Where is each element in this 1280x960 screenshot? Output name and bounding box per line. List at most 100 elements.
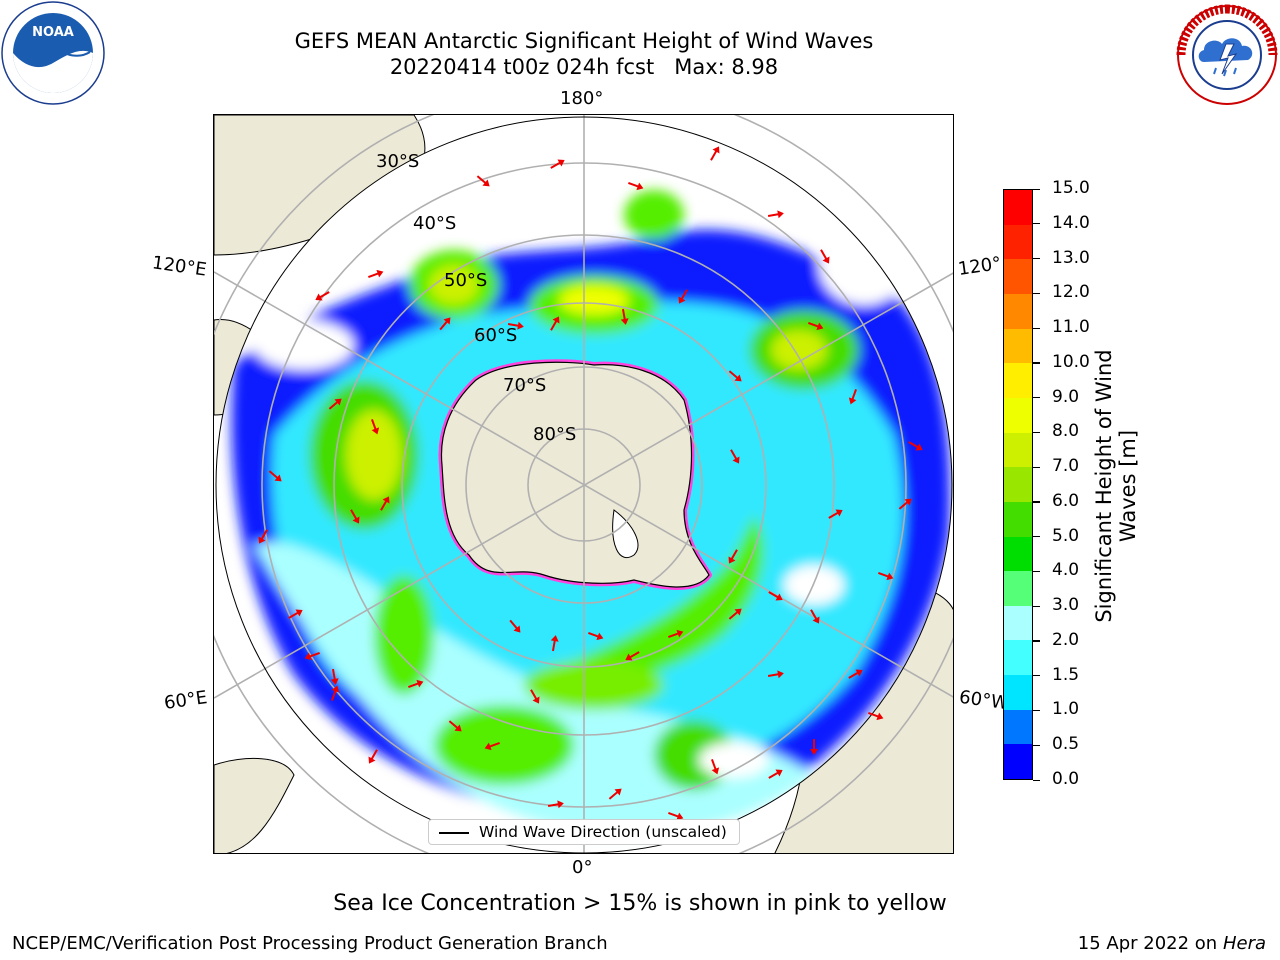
wave-direction-arrow [330, 668, 339, 685]
wave-direction-arrow [547, 800, 564, 809]
wave-direction-arrow [808, 322, 824, 331]
wave-direction-arrow [368, 749, 378, 764]
wave-direction-arrow [550, 316, 560, 331]
wave-direction-arrow [328, 398, 342, 410]
graticule [214, 115, 953, 853]
legend-line-sample [439, 832, 469, 834]
wave-direction-arrow [848, 389, 857, 405]
wave-direction-arrow [820, 249, 830, 264]
colorbar-tick-label: 12.0 [1052, 282, 1090, 303]
footer-date-text: 15 Apr 2022 on [1077, 933, 1223, 954]
wave-direction-arrow [476, 175, 490, 187]
legend-text: Wind Wave Direction (unscaled) [479, 823, 727, 841]
colorbar-tick-mark [1033, 292, 1040, 294]
antarctica [438, 359, 712, 590]
wave-direction-arrow [507, 321, 524, 330]
colorbar-tick-mark [1033, 258, 1040, 260]
colorbar-tick-label: 15.0 [1052, 178, 1090, 198]
colorbar-tick-mark [1033, 327, 1040, 329]
colorbar-tick-label: 6.0 [1052, 490, 1080, 511]
wave-direction-arrow [810, 739, 818, 755]
wave-direction-arrow [371, 419, 380, 435]
colorbar-tick-label: 5.0 [1052, 525, 1080, 546]
wave-direction-arrow [730, 449, 740, 464]
wave-direction-arrow [908, 441, 923, 451]
colorbar-tick-mark [1033, 675, 1040, 677]
wave-direction-arrow [848, 669, 863, 679]
polar-map [213, 114, 954, 854]
colorbar-tick-mark [1033, 188, 1040, 190]
colorbar-segment [1004, 675, 1032, 710]
lat-label-80s: 80°S [533, 424, 577, 445]
colorbar-tick-label: 0.0 [1052, 769, 1080, 789]
colorbar-segment [1004, 224, 1032, 260]
wave-direction-arrow [368, 269, 384, 278]
colorbar-segment [1004, 640, 1032, 676]
wave-direction-arrow [268, 470, 282, 482]
colorbar-segment [1004, 259, 1032, 295]
colorbar-tick-mark [1033, 431, 1040, 434]
wave-direction-arrow [728, 370, 742, 382]
footer-host: Hera [1222, 933, 1266, 954]
noaa-logo-text: NOAA [32, 25, 74, 40]
lon-label-180: 180° [560, 88, 604, 109]
wave-direction-arrow [868, 712, 884, 721]
wave-direction-arrow [668, 629, 684, 638]
wave-direction-arrow [668, 812, 684, 821]
wave-direction-arrow [350, 509, 360, 524]
wave-direction-arrow [408, 679, 424, 688]
colorbar-segment [1004, 397, 1032, 433]
wave-direction-arrow [628, 182, 644, 191]
lat-label-50s: 50°S [444, 270, 488, 291]
nws-logo [1176, 4, 1278, 106]
colorbar-tick-label: 4.0 [1052, 560, 1080, 581]
colorbar-tick-label: 7.0 [1052, 456, 1080, 477]
colorbar-tick-mark [1033, 466, 1040, 468]
wave-direction-arrow [767, 210, 784, 219]
colorbar-tick-mark [1033, 744, 1040, 746]
colorbar-tick-label: 1.0 [1052, 699, 1080, 720]
colorbar-tick-label: 8.0 [1052, 421, 1080, 442]
wave-direction-arrow [898, 498, 912, 510]
wave-direction-arrows [258, 146, 923, 821]
wave-direction-arrow [258, 529, 268, 544]
wave-direction-arrow [439, 317, 451, 331]
footer-date: 15 Apr 2022 on Hera [1078, 933, 1266, 954]
lon-label-120w: 120° [956, 253, 1003, 280]
map-title: GEFS MEAN Antarctic Significant Height o… [294, 29, 874, 53]
wave-direction-arrow [448, 720, 462, 732]
colorbar-segment [1004, 467, 1032, 502]
colorbar [1003, 189, 1033, 780]
colorbar-segment [1004, 605, 1032, 641]
colorbar-tick-label: 9.0 [1052, 386, 1080, 407]
colorbar-tick-mark [1033, 779, 1040, 781]
colorbar-tick-mark [1033, 501, 1040, 503]
colorbar-segment [1004, 536, 1032, 572]
wave-direction-arrow [484, 742, 500, 751]
colorbar-tick-mark [1033, 605, 1040, 607]
map-legend: Wind Wave Direction (unscaled) [428, 819, 740, 845]
colorbar-segment [1004, 328, 1032, 364]
lon-label-120e: 120°E [150, 252, 208, 281]
map-canvas [214, 115, 953, 853]
wave-direction-arrow [768, 591, 783, 601]
colorbar-tick-label: 2.0 [1052, 629, 1080, 650]
wave-direction-arrow [304, 652, 320, 661]
lon-label-0: 0° [572, 857, 593, 878]
colorbar-tick-mark [1033, 570, 1040, 573]
wave-direction-arrow [315, 291, 330, 301]
colorbar-label: Significant Height of Wind Waves [m] [1092, 349, 1140, 623]
wave-direction-arrow [550, 159, 565, 169]
wave-direction-arrow [728, 549, 738, 564]
colorbar-tick-mark [1033, 640, 1040, 642]
wave-direction-arrow [728, 608, 742, 620]
wave-direction-arrow [710, 146, 720, 161]
colorbar-tick-label: 14.0 [1052, 212, 1090, 233]
colorbar-segment [1004, 294, 1032, 329]
wave-direction-arrow [588, 632, 604, 641]
lat-label-60s: 60°S [474, 325, 518, 346]
colorbar-segment [1004, 363, 1032, 398]
colorbar-segment [1004, 432, 1032, 468]
colorbar-tick-label: 0.5 [1052, 734, 1080, 755]
colorbar-tick-mark [1033, 536, 1040, 538]
